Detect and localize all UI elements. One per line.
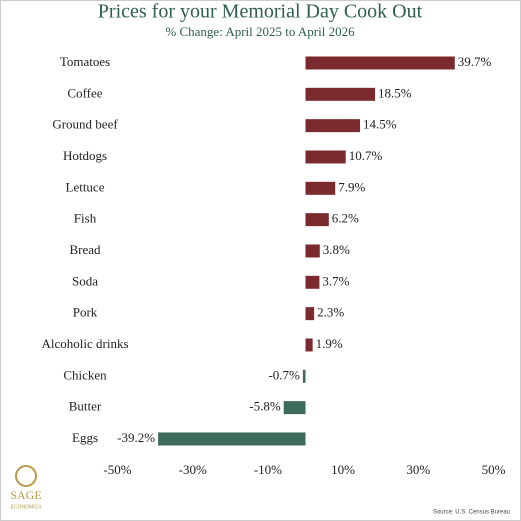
x-tick-label: 10% [331,462,355,477]
bar [305,87,376,101]
x-tick-label: -30% [179,462,207,477]
value-label: 3.7% [322,273,349,288]
x-tick-label: -10% [254,462,282,477]
value-label: 2.3% [317,305,344,320]
value-label: 18.5% [378,85,412,100]
value-label: 1.9% [316,336,343,351]
value-label: 6.2% [332,211,359,226]
category-label: Pork [73,305,98,320]
bar [158,432,306,446]
value-label: 3.8% [323,242,350,257]
bar [305,119,361,133]
brand: SAGE [10,488,41,502]
bar [283,401,306,415]
bar [302,369,306,383]
category-label: Alcoholic drinks [41,336,128,351]
category-label: Chicken [63,367,107,382]
bar [305,307,315,321]
logo: SAGE ECONOMICS [10,465,43,510]
category-label: Eggs [72,430,98,445]
bar [305,150,346,164]
value-label: 7.9% [338,179,365,194]
category-label: Fish [74,211,97,226]
bar [305,244,320,258]
bar [305,338,313,352]
value-label: 39.7% [458,54,492,69]
bar [305,213,329,227]
value-label: -5.8% [249,399,281,414]
value-label: -39.2% [117,430,155,445]
logo-icon [15,465,37,487]
x-tick-label: 30% [406,462,430,477]
chart-title: Prices for your Memorial Day Cook Out [98,1,423,23]
value-label: -0.7% [268,367,300,382]
category-label: Butter [69,399,102,414]
category-label: Ground beef [52,117,118,132]
category-label: Tomatoes [60,54,110,69]
bar [305,275,320,289]
source: Source: U.S. Census Bureau [433,510,510,516]
category-label: Hotdogs [63,148,107,163]
value-label: 14.5% [363,117,397,132]
brand-sub: ECONOMICS [11,504,43,510]
chart-subtitle: % Change: April 2025 to April 2026 [165,24,355,39]
category-label: Lettuce [66,179,105,194]
bar [305,56,455,70]
category-label: Soda [72,273,98,288]
bar [305,181,336,195]
category-label: Bread [69,242,101,257]
x-tick-label: -50% [103,462,131,477]
category-label: Coffee [67,85,102,100]
x-tick-label: 50% [482,462,506,477]
value-label: 10.7% [349,148,383,163]
